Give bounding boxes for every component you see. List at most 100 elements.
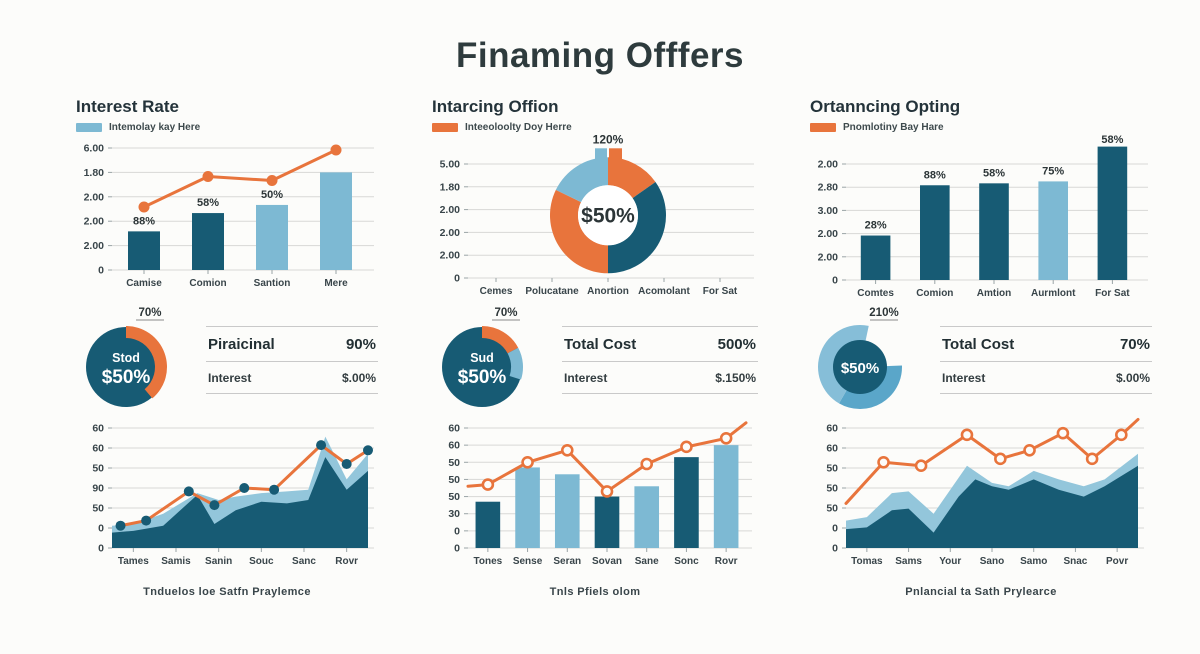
legend-label: Inteeoloolty Doy Herre <box>465 121 572 133</box>
summary-table: Piraicinal 90% Interest $.00% <box>206 326 378 394</box>
table-label: Total Cost <box>562 326 686 362</box>
svg-text:Tames: Tames <box>118 556 149 567</box>
table-row: Total Cost 500% <box>562 326 758 362</box>
svg-text:50: 50 <box>448 457 460 469</box>
svg-text:2.00: 2.00 <box>84 240 105 252</box>
summary-row: Stod $50% 70% Piraicinal 90% Interest $.00… <box>76 304 378 416</box>
svg-text:88%: 88% <box>924 169 946 181</box>
svg-text:For Sat: For Sat <box>1095 288 1130 299</box>
c2-top-svg: 5.00 1.80 2.00 2.00 2.00 0 Cemes Polucatane Anor… <box>440 134 754 297</box>
table-label: Interest <box>206 361 318 394</box>
c3-bottom-svg: 60 60 50 50 50 0 0 Tomas Sams Your Sano Samo Snac Pov… <box>826 417 1144 567</box>
svg-text:Sense: Sense <box>513 556 543 567</box>
donut-over-axes-chart: 5.00 1.80 2.00 2.00 2.00 0 Cemes Polucatane Anor… <box>432 134 756 304</box>
svg-text:50: 50 <box>92 463 104 475</box>
c2-gauge-svg: Sud $50% 70% <box>442 307 523 407</box>
bar-line-chart: 60 60 50 50 50 30 0 0 Tones Sense Seran Sovan Sane So… <box>432 416 754 574</box>
summary-table: Total Cost 500% Interest $.150% <box>562 326 758 394</box>
svg-text:0: 0 <box>454 273 460 285</box>
svg-text:50: 50 <box>92 503 104 515</box>
legend: Intemolay kay Here <box>76 122 378 133</box>
svg-text:Sane: Sane <box>635 556 659 567</box>
svg-text:Sud: Sud <box>470 351 494 365</box>
table-row: Piraicinal 90% <box>206 326 378 362</box>
svg-text:5.00: 5.00 <box>440 159 461 171</box>
chart-caption: Pnlancial ta Sath Prylearce <box>905 586 1057 598</box>
legend-swatch-icon <box>76 122 102 132</box>
svg-text:2.80: 2.80 <box>818 182 839 194</box>
c3-top-svg: 2.00 2.80 3.00 2.00 2.00 0 Comtes Comion Amtion A… <box>818 134 1148 299</box>
svg-text:Samis: Samis <box>161 556 191 567</box>
svg-text:2.00: 2.00 <box>818 228 839 240</box>
svg-text:$50%: $50% <box>102 367 151 388</box>
svg-text:28%: 28% <box>865 220 887 232</box>
svg-text:50: 50 <box>448 491 460 503</box>
table-value: 90% <box>317 326 378 362</box>
summary-row: $50% 210% Total Cost 70% Interest $.00% <box>810 304 1152 416</box>
svg-text:Povr: Povr <box>1106 556 1128 567</box>
c1-gauge-svg: Stod $50% 70% <box>86 307 167 407</box>
svg-text:2.00: 2.00 <box>818 251 839 263</box>
area-line-chart: 60 60 50 90 50 0 0 Tames Samis Sanin Souc Sanc Rovr <box>76 416 376 574</box>
svg-text:Sovan: Sovan <box>592 556 622 567</box>
svg-text:2.00: 2.00 <box>84 216 105 228</box>
svg-text:50: 50 <box>448 474 460 486</box>
bar-chart: 2.00 2.80 3.00 2.00 2.00 0 Comtes Comion Amtion A… <box>810 134 1150 306</box>
svg-text:50: 50 <box>826 463 838 475</box>
svg-text:0: 0 <box>98 523 104 535</box>
svg-text:70%: 70% <box>494 307 517 319</box>
svg-text:58%: 58% <box>197 197 219 209</box>
svg-text:Amtion: Amtion <box>977 288 1011 299</box>
gauge-donut: $50% 210% <box>810 304 932 416</box>
table-label: Interest <box>940 361 1082 394</box>
svg-text:0: 0 <box>98 543 104 555</box>
svg-text:Souc: Souc <box>249 556 274 567</box>
svg-text:88%: 88% <box>133 215 155 227</box>
svg-text:1.80: 1.80 <box>84 167 105 179</box>
svg-text:2.00: 2.00 <box>84 191 105 203</box>
svg-text:$50%: $50% <box>581 204 635 227</box>
svg-text:Mere: Mere <box>324 278 348 289</box>
table-label: Total Cost <box>940 326 1082 362</box>
svg-text:Comtes: Comtes <box>857 288 894 299</box>
svg-text:Comion: Comion <box>916 288 953 299</box>
svg-text:3.00: 3.00 <box>818 205 839 217</box>
svg-text:0: 0 <box>832 275 838 287</box>
svg-text:Rovr: Rovr <box>715 556 738 567</box>
table-value: 500% <box>685 326 758 362</box>
svg-text:0: 0 <box>454 525 460 537</box>
c2-bottom-svg: 60 60 50 50 50 30 0 0 Tones Sense Seran Sovan Sane So… <box>448 421 752 567</box>
svg-text:Anortion: Anortion <box>587 286 629 297</box>
svg-text:70%: 70% <box>138 307 161 319</box>
svg-text:Comion: Comion <box>189 278 226 289</box>
svg-text:Santion: Santion <box>254 278 291 289</box>
gauge-donut: Stod $50% 70% <box>76 304 198 416</box>
table-value: 70% <box>1081 326 1152 362</box>
svg-text:90: 90 <box>92 483 104 495</box>
svg-text:50: 50 <box>826 483 838 495</box>
svg-text:Rovr: Rovr <box>335 556 358 567</box>
svg-text:Tomas: Tomas <box>851 556 883 567</box>
svg-text:0: 0 <box>832 543 838 555</box>
column-interest-rate: Interest Rate Intemolay kay Here 6.00 1.8… <box>76 97 378 638</box>
page-title: Finaming Offfers <box>455 36 745 75</box>
svg-text:2.00: 2.00 <box>818 159 839 171</box>
summary-row: Sud $50% 70% Total Cost 500% Interest $.15… <box>432 304 758 416</box>
svg-text:For Sat: For Sat <box>703 286 738 297</box>
chart-caption: Tnls Pfiels olom <box>549 586 641 598</box>
legend: Pnomlotiny Bay Hare <box>810 122 1152 133</box>
svg-text:Cemes: Cemes <box>480 286 513 297</box>
svg-text:60: 60 <box>92 423 104 435</box>
gauge-donut: Sud $50% 70% <box>432 304 554 416</box>
section-title: Interest Rate <box>76 97 179 116</box>
table-row: Interest $.00% <box>206 361 378 394</box>
svg-text:Sams: Sams <box>895 556 922 567</box>
svg-text:60: 60 <box>826 443 838 455</box>
svg-text:Sonc: Sonc <box>674 556 699 567</box>
svg-text:210%: 210% <box>869 307 898 319</box>
svg-text:58%: 58% <box>1101 134 1123 146</box>
table-row: Total Cost 70% <box>940 326 1152 362</box>
svg-text:Acomolant: Acomolant <box>638 286 690 297</box>
svg-text:Samo: Samo <box>1020 556 1047 567</box>
